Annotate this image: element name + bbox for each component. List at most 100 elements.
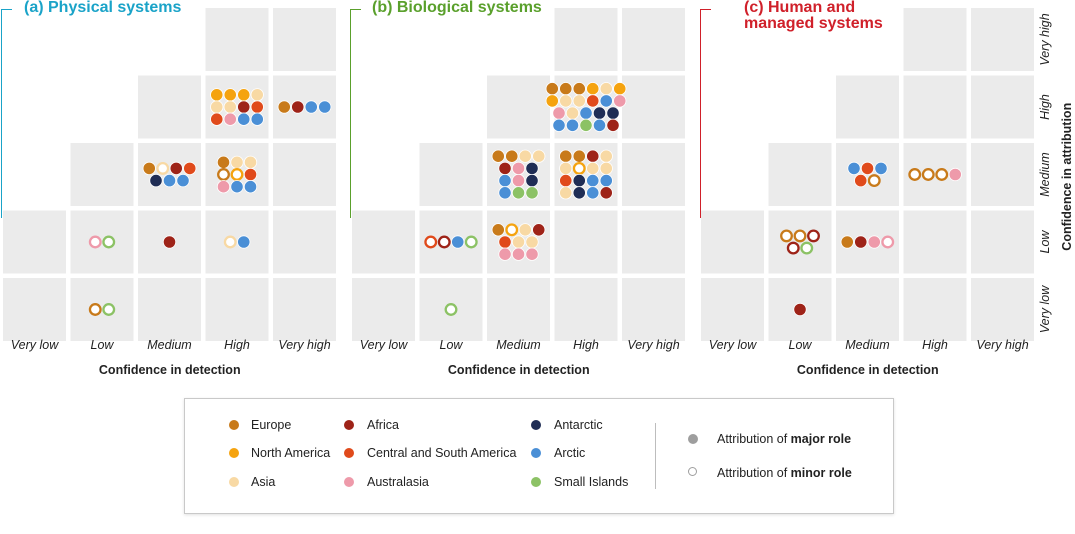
- data-point-arctic-major: [230, 180, 244, 194]
- grid-cell-2-medium-high: [487, 75, 550, 139]
- data-point-africa-major: [498, 161, 512, 175]
- legend-swatch-asia: [229, 477, 239, 487]
- grid-cell-1-very-high-very-low: [273, 278, 336, 341]
- data-point-australasia-major: [867, 235, 881, 249]
- legend-label-asia: Asia: [251, 475, 276, 489]
- x-tick-label: Very high: [976, 338, 1028, 352]
- data-point-north-america-major: [210, 88, 224, 102]
- data-point-small-islands-minor: [444, 303, 458, 316]
- data-point-europe-major: [559, 82, 573, 96]
- grid-cell-3-very-low-low: [701, 210, 764, 274]
- x-tick-label: High: [573, 338, 599, 352]
- x-tick-label: Very low: [11, 338, 59, 352]
- data-point-australasia-minor: [88, 235, 102, 249]
- grid-cell-1-low-low: [70, 210, 134, 274]
- legend-swatch-antarctic: [531, 420, 541, 430]
- data-point-asia-major: [565, 106, 580, 120]
- x-tick-label: Medium: [496, 338, 540, 352]
- x-axis-label: Confidence in detection: [797, 363, 939, 377]
- grid-cell-2-very-high-medium: [622, 143, 685, 206]
- legend-label-australasia: Australasia: [367, 475, 429, 489]
- grid-cell-2-medium-very-low: [487, 278, 550, 341]
- data-point-antarctic-major: [149, 174, 163, 188]
- x-tick-label: Medium: [147, 338, 191, 352]
- data-point-africa-major: [237, 100, 251, 114]
- data-point-europe-major: [216, 155, 231, 169]
- grid-cell-1-very-low-very-low: [3, 278, 66, 341]
- grid-cell-2-very-low-very-low: [352, 278, 415, 341]
- grid-cell-3-high-very-high: [903, 8, 967, 71]
- data-point-asia-major: [599, 82, 613, 96]
- panel-c-bracket: [700, 9, 711, 218]
- data-point-asia-major: [210, 100, 224, 114]
- data-point-europe-minor: [908, 168, 922, 181]
- data-point-central-and-south-america-major: [559, 174, 573, 188]
- data-point-asia-major: [243, 155, 258, 169]
- data-point-africa-major: [162, 235, 177, 249]
- legend-swatch-australasia: [344, 477, 354, 487]
- legend-minor-role-dot: [688, 467, 697, 476]
- grid-cell-2-high-very-low: [554, 278, 618, 341]
- data-point-asia-major: [223, 100, 237, 114]
- legend-label-europe: Europe: [251, 418, 292, 432]
- y-tick-label: Medium: [1038, 152, 1052, 196]
- data-point-australasia-major: [511, 161, 526, 175]
- panel-a-title: (a) Physical systems: [24, 0, 182, 16]
- data-point-arctic-major: [586, 174, 600, 188]
- x-axis-label: Confidence in detection: [448, 363, 590, 377]
- data-point-europe-major: [545, 82, 559, 96]
- data-point-arctic-major: [162, 174, 177, 188]
- x-tick-label: Low: [91, 338, 115, 352]
- data-point-arctic-major: [874, 161, 888, 175]
- panel-b-title: (b) Biological systems: [372, 0, 542, 16]
- y-axis-label: Confidence in attribution: [1060, 103, 1074, 251]
- data-point-antarctic-major: [606, 106, 620, 120]
- x-tick-label: Very high: [278, 338, 330, 352]
- data-point-arctic-major: [586, 186, 600, 200]
- data-point-australasia-minor: [881, 235, 895, 249]
- data-point-australasia-major: [223, 112, 237, 126]
- data-point-arctic-major: [552, 118, 566, 132]
- chart-canvas: Very low Low Medium High Very high Confidence…: [3, 8, 1074, 377]
- data-point-central-and-south-america-major: [183, 161, 197, 175]
- data-point-north-america-major: [613, 82, 627, 96]
- grid-cell-2-very-low-low: [352, 210, 415, 274]
- data-point-australasia-major: [511, 174, 526, 188]
- legend-label-central-south-america: Central and South America: [367, 446, 517, 460]
- x-tick-label: High: [224, 338, 250, 352]
- data-point-africa-minor: [807, 229, 820, 243]
- data-point-africa-major: [169, 161, 183, 175]
- data-point-africa-major: [793, 302, 807, 317]
- data-point-north-america-minor: [505, 223, 519, 237]
- data-point-asia-major: [532, 149, 546, 163]
- grid-cell-2-very-high-very-low: [622, 278, 685, 341]
- legend-minor-prefix: Attribution of: [717, 466, 791, 480]
- grid-cell-3-medium-high: [836, 75, 899, 139]
- data-point-north-america-major: [545, 94, 559, 108]
- grid-cell-1-low-medium: [70, 143, 134, 206]
- x-tick-label: High: [922, 338, 948, 352]
- grid-cell-1-high-low: [205, 210, 269, 274]
- data-point-antarctic-major: [572, 174, 586, 188]
- legend-label-antarctic: Antarctic: [554, 418, 603, 432]
- data-point-arctic-major: [498, 186, 512, 200]
- y-tick-label: Very high: [1038, 13, 1052, 65]
- data-point-europe-major: [491, 149, 505, 163]
- x-tick-label: Very high: [627, 338, 679, 352]
- data-point-asia-major: [525, 235, 539, 249]
- data-point-antarctic-major: [525, 174, 539, 188]
- data-point-central-and-south-america-major: [854, 174, 868, 188]
- data-point-central-and-south-america-major: [243, 167, 258, 182]
- grid-cell-1-medium-high: [138, 75, 201, 139]
- data-point-small-islands-major: [579, 118, 593, 132]
- data-point-arctic-major: [237, 235, 251, 249]
- data-point-asia-major: [230, 155, 244, 169]
- grid-cell-3-very-low-very-low: [701, 278, 764, 341]
- x-tick-label: Medium: [845, 338, 889, 352]
- data-point-asia-major: [599, 149, 613, 163]
- grid-cell-2-very-high-low: [622, 210, 685, 274]
- data-point-antarctic-major: [592, 106, 607, 120]
- data-point-arctic-major: [250, 112, 264, 126]
- grid-cell-2-high-low: [554, 210, 618, 274]
- grid-cell-1-very-high-low: [273, 210, 336, 274]
